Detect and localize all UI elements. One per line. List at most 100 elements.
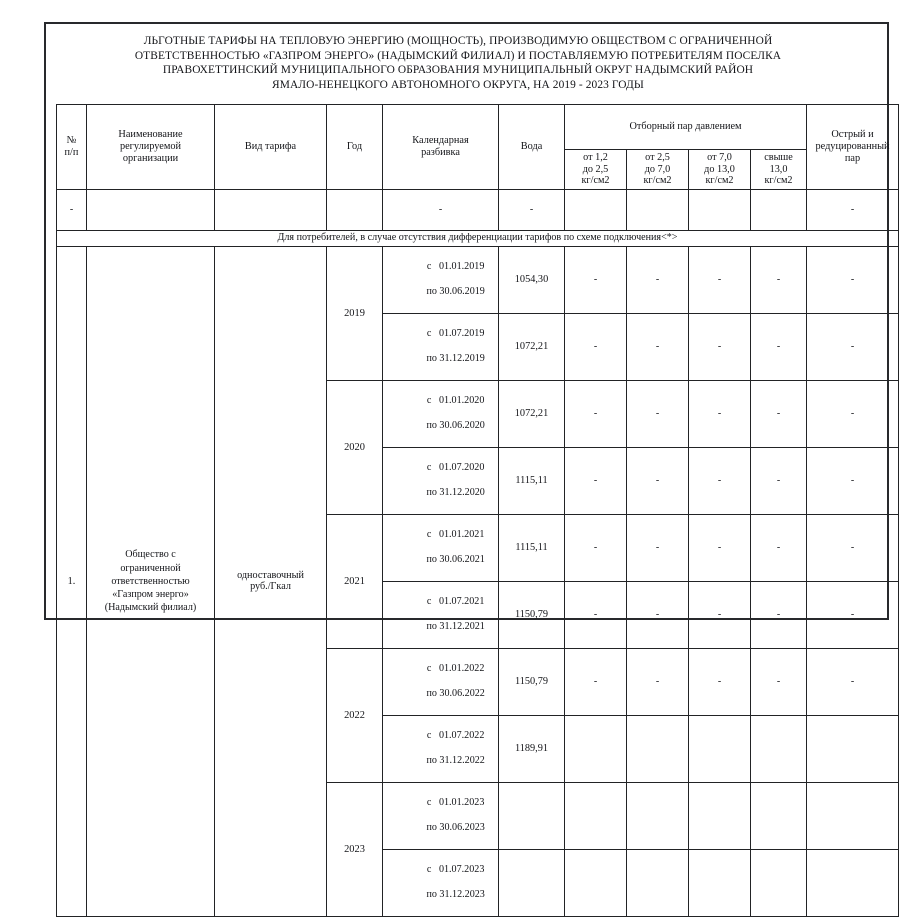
- water-value: [498, 782, 565, 851]
- title-line-2: ОТВЕТСТВЕННОСТЬЮ «ГАЗПРОМ ЭНЕРГО» (НАДЫМ…: [134, 49, 782, 62]
- table-row: 2021 с 01.01.2021 по 30.06.2021 1115,11 …: [57, 513, 900, 649]
- period-cell: с 01.01.2020 по 30.06.2020: [382, 379, 499, 448]
- period-from: с 01.07.2020: [426, 462, 485, 474]
- header-steam-group: Отборный пар давлением: [563, 104, 808, 150]
- steam-p1-value: -: [564, 245, 627, 314]
- table-row: с 01.07.2020 по 31.12.2020 1115,11 - - -…: [57, 446, 900, 515]
- year-cell: 2022: [326, 647, 383, 784]
- numbering-cell-8: [626, 188, 689, 231]
- steam-p4-value: -: [749, 647, 808, 717]
- period-from: с 01.01.2021: [426, 529, 485, 541]
- organization-l4: «Газпром энерго»: [112, 589, 189, 601]
- sharp-steam-value: -: [806, 513, 900, 582]
- water-value: 1115,11: [498, 513, 565, 582]
- period-cell: с 01.07.2020 по 31.12.2020: [382, 446, 499, 515]
- table-header-row: № п/п Наименование регулируемой организа…: [56, 104, 900, 190]
- steam-p2-value: [626, 849, 689, 917]
- period-cell: с 01.01.2023 по 30.06.2023: [382, 782, 499, 851]
- table-row: с 01.07.2019 по 31.12.2019 1072,21 - - -…: [57, 312, 900, 381]
- sharp-steam-value: -: [806, 647, 900, 717]
- period-cell: с 01.07.2023 по 31.12.2023: [382, 849, 499, 917]
- period-from: с 01.01.2020: [426, 395, 485, 407]
- numbering-cell-9: [688, 188, 751, 231]
- header-steam-range-3: от 7,0 до 13,0 кг/см2: [688, 149, 751, 190]
- document-page: ЛЬГОТНЫЕ ТАРИФЫ НА ТЕПЛОВУЮ ЭНЕРГИЮ (МОЩ…: [44, 22, 900, 917]
- steam-p3-value: -: [688, 580, 751, 649]
- steam-p4-value: -: [749, 513, 808, 582]
- title-line-4: ЯМАЛО-НЕНЕЦКОГО АВТОНОМНОГО ОКРУГА, НА 2…: [272, 78, 644, 91]
- period-to: по 31.12.2021: [426, 621, 485, 633]
- water-value: 1115,11: [498, 446, 565, 515]
- period-to: по 30.06.2023: [426, 822, 485, 834]
- organization-l5: (Надымский филиал): [104, 602, 197, 614]
- water-value: 1150,79: [498, 647, 565, 717]
- steam-p2-value: -: [626, 580, 689, 649]
- tariff-type-l2: руб./Гкал: [250, 581, 291, 593]
- steam-p2-value: -: [626, 245, 689, 314]
- header-steam-range-1: от 1,2 до 2,5 кг/см2: [564, 149, 627, 190]
- numbering-cell-2: [86, 188, 215, 231]
- sharp-steam-value: -: [806, 446, 900, 515]
- sharp-steam-value: -: [806, 379, 900, 448]
- steam-p3-value: [688, 782, 751, 851]
- water-value: 1189,91: [498, 714, 565, 784]
- steam-p4-value: [749, 849, 808, 917]
- steam-p3-value: -: [688, 446, 751, 515]
- steam-range-2-l1: от 2,5: [645, 152, 670, 163]
- steam-range-3-l2: до 13,0: [704, 163, 735, 175]
- header-sharp-steam-l1: Острый и: [831, 128, 874, 140]
- water-value: 1072,21: [498, 379, 565, 448]
- organization-name: Общество с ограниченной ответственностью…: [86, 245, 215, 917]
- header-steam-range-4: свыше 13,0 кг/см2: [749, 149, 808, 190]
- header-row-number-l2: п/п: [64, 146, 79, 158]
- table-row: 2020 с 01.01.2020 по 30.06.2020 1072,21 …: [57, 379, 900, 515]
- header-year: Год: [326, 104, 383, 190]
- period-cell: с 01.01.2022 по 30.06.2022: [382, 647, 499, 717]
- numbering-cell-3: [214, 188, 327, 231]
- period-from: с 01.07.2021: [426, 596, 485, 608]
- period-from: с 01.01.2023: [426, 797, 485, 809]
- header-row-number-l1: №: [66, 134, 77, 146]
- period-from: с 01.01.2019: [426, 261, 485, 273]
- period-from: с 01.01.2022: [426, 663, 485, 675]
- row-number: 1.: [56, 245, 87, 917]
- period-to: по 30.06.2020: [426, 420, 485, 432]
- numbering-cell-10: [749, 188, 808, 231]
- steam-p4-value: [749, 782, 808, 851]
- steam-p2-value: [626, 782, 689, 851]
- period-cell: с 01.07.2019 по 31.12.2019: [382, 312, 499, 381]
- sharp-steam-value: [806, 849, 900, 917]
- year-cell: 2023: [326, 782, 383, 917]
- steam-p1-value: -: [564, 312, 627, 381]
- year-cell: 2021: [326, 513, 383, 649]
- table-subheader-row: от 1,2 до 2,5 кг/см2 от 2,5 до 7,0 кг/см…: [57, 149, 899, 190]
- water-value: 1054,30: [498, 245, 565, 314]
- steam-range-3-l1: от 7,0: [707, 152, 732, 163]
- header-organization-l3: организации: [122, 152, 179, 164]
- steam-p1-value: -: [564, 446, 627, 515]
- period-to: по 30.06.2021: [426, 554, 485, 566]
- tariff-table: № п/п Наименование регулируемой организа…: [55, 104, 900, 917]
- tariff-type-l1: одноставочный: [237, 569, 304, 581]
- tariff-type-value: одноставочный руб./Гкал: [214, 245, 327, 917]
- steam-p4-value: -: [749, 379, 808, 448]
- period-cell: с 01.01.2019 по 30.06.2019: [382, 245, 499, 314]
- steam-p1-value: [564, 714, 627, 784]
- steam-p2-value: [626, 714, 689, 784]
- header-water: Вода: [498, 104, 565, 190]
- period-to: по 31.12.2023: [426, 889, 485, 901]
- steam-p3-value: -: [688, 513, 751, 582]
- period-to: по 30.06.2019: [426, 286, 485, 297]
- steam-range-4-l1: свыше: [764, 152, 793, 163]
- steam-range-2-l2: до 7,0: [644, 163, 671, 175]
- year-cell: 2019: [326, 245, 383, 381]
- page-title: ЛЬГОТНЫЕ ТАРИФЫ НА ТЕПЛОВУЮ ЭНЕРГИЮ (МОЩ…: [78, 34, 838, 92]
- steam-p1-value: -: [564, 379, 627, 448]
- steam-range-3-l3: кг/см2: [705, 175, 734, 187]
- steam-p1-value: [564, 849, 627, 917]
- numbering-cell-5: -: [382, 188, 499, 231]
- period-from: с 01.07.2022: [426, 730, 485, 742]
- header-organization: Наименование регулируемой организации: [86, 104, 215, 190]
- section-caption-row: Для потребителей, в случае отсутствия ди…: [55, 229, 900, 247]
- steam-p3-value: [688, 849, 751, 917]
